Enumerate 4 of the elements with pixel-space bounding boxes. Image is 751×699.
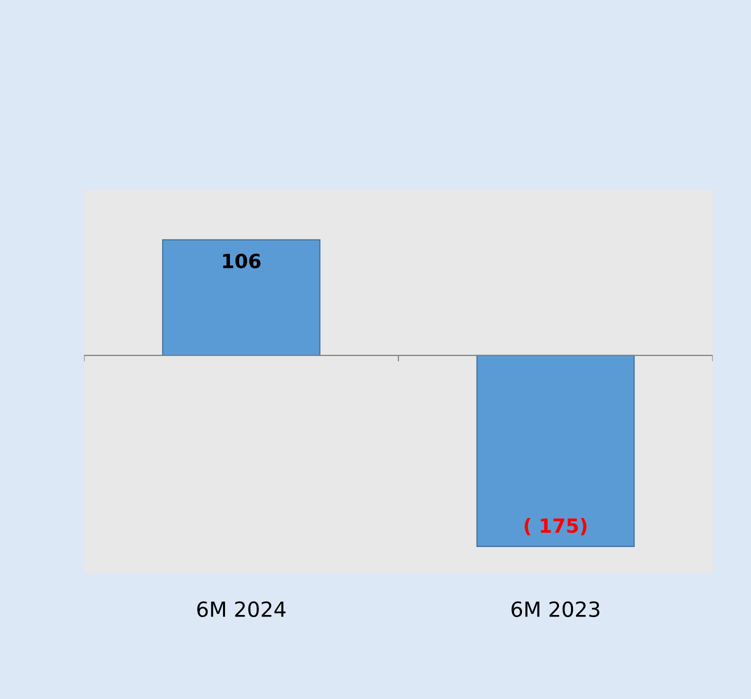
x-tick-label: 6M 2023 — [512, 601, 600, 618]
data-label: ( 175) — [524, 518, 586, 536]
x-tick-label: 6M 2024 — [197, 601, 286, 618]
data-label: 106 — [223, 254, 261, 268]
